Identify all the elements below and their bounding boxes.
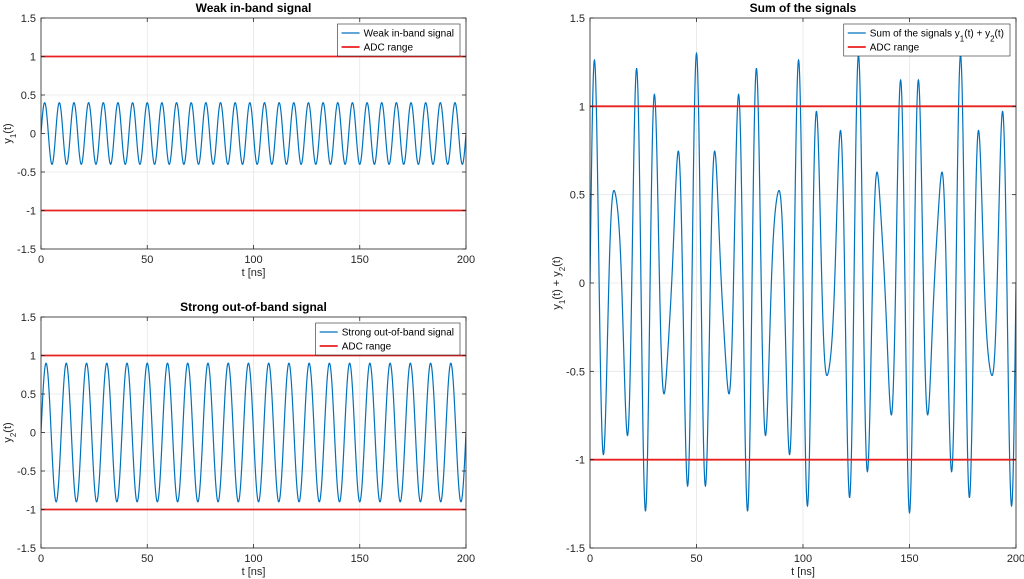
y-tick-label: 0.5 [21, 389, 36, 401]
y-tick-label: -1.5 [566, 543, 585, 555]
y-axis-label: y1(t) + y2(t) [551, 256, 567, 309]
legend-entry-label: ADC range [870, 43, 920, 54]
y-tick-label: 1 [579, 101, 585, 113]
signal-line-weak [41, 102, 466, 165]
chart-title: Sum of the signals [750, 1, 857, 15]
legend-box [843, 23, 1011, 57]
y-tick-label: -1.5 [17, 543, 36, 555]
legend: Weak in-band signal ADC range [337, 23, 461, 57]
x-tick-label: 50 [141, 553, 153, 565]
x-axis-label: t [ns] [242, 267, 266, 279]
legend-entry-label: Strong out-of-band signal [342, 328, 454, 339]
y-axis-label: y1(t) [2, 123, 18, 143]
y-tick-label: -0.5 [17, 466, 36, 478]
signal-line-sum [590, 51, 1016, 515]
x-tick-label: 0 [38, 254, 44, 266]
legend-entry-label: Sum of the signals y1(t) + y2(t) [870, 29, 1004, 44]
x-tick-label: 150 [351, 553, 369, 565]
y-tick-label: 0 [30, 428, 36, 440]
y-tick-label: -0.5 [566, 366, 585, 378]
x-tick-label: 100 [244, 553, 262, 565]
x-tick-label: 50 [690, 553, 702, 565]
legend-entry-label: Weak in-band signal [364, 29, 454, 40]
x-tick-label: 200 [457, 553, 475, 565]
y-tick-label: 1 [30, 351, 36, 363]
x-tick-label: 200 [1007, 553, 1024, 565]
y-axis-label-text: y1(t) [2, 123, 18, 143]
x-tick-label: 100 [794, 553, 812, 565]
x-tick-label: 200 [457, 254, 475, 266]
x-axis-label: t [ns] [242, 566, 266, 578]
y-axis-label: y2(t) [2, 422, 18, 442]
y-tick-label: 0 [579, 278, 585, 290]
x-tick-label: 100 [244, 254, 262, 266]
legend: Sum of the signals y1(t) + y2(t)ADC rang… [843, 23, 1011, 57]
x-tick-label: 150 [351, 254, 369, 266]
y-axis-label-text: y1(t) + y2(t) [551, 256, 567, 309]
chart-title: Strong out-of-band signal [180, 300, 327, 314]
y-tick-label: -1 [26, 206, 36, 218]
chart-weak: 0 50 100 150 200 -1.5 -1 -0.5 0 0.5 1 1.5 Weak in-ba… [2, 1, 475, 279]
y-tick-label: -1.5 [17, 244, 36, 256]
y-tick-label: 0.5 [570, 190, 585, 202]
chart-title: Weak in-band signal [196, 1, 312, 15]
y-tick-label: -1 [575, 455, 585, 467]
y-tick-label: -1 [26, 505, 36, 517]
x-tick-label: 150 [900, 553, 918, 565]
chart-sum: 0 50 100 150 200 -1.5 -1 -0.5 0 0.5 1 1.5 Sum of the… [551, 1, 1024, 578]
x-tick-label: 50 [141, 254, 153, 266]
y-tick-label: 0.5 [21, 90, 36, 102]
y-tick-label: 1 [30, 52, 36, 64]
chart-strong: 0 50 100 150 200 -1.5 -1 -0.5 0 0.5 1 1.5 Strong out… [2, 300, 475, 578]
legend-entry-label: ADC range [364, 43, 414, 54]
legend-box [337, 23, 461, 57]
y-axis-label-text: y2(t) [2, 422, 18, 442]
legend-box [315, 322, 461, 356]
y-tick-label: 1.5 [21, 13, 36, 25]
legend-entry-label: ADC range [342, 342, 392, 353]
x-axis-label: t [ns] [791, 566, 815, 578]
y-tick-label: 0 [30, 129, 36, 141]
y-tick-label: -0.5 [17, 167, 36, 179]
y-tick-label: 1.5 [570, 13, 585, 25]
signal-line-strong [41, 362, 466, 503]
x-tick-label: 0 [38, 553, 44, 565]
y-tick-label: 1.5 [21, 312, 36, 324]
x-tick-label: 0 [587, 553, 593, 565]
legend: Strong out-of-band signal ADC range [315, 322, 461, 356]
